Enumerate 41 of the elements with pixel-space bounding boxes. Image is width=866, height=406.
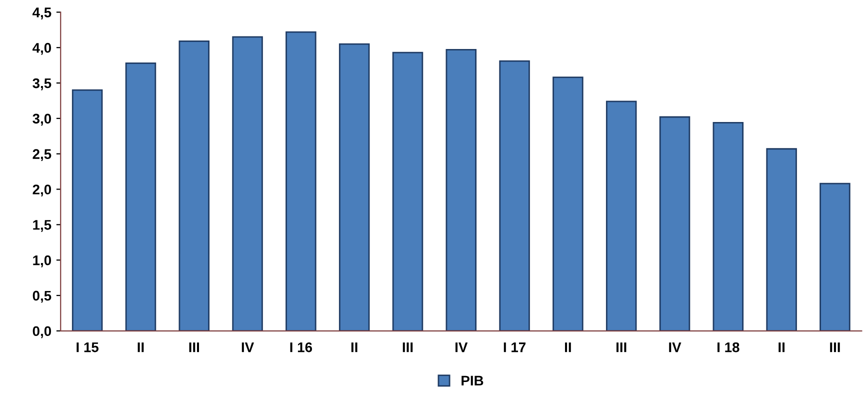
x-tick-label: III <box>402 342 413 352</box>
x-tick-label: I 16 <box>290 342 312 352</box>
bar <box>72 89 103 331</box>
x-tick-label: II <box>778 342 784 352</box>
bar <box>712 122 744 331</box>
x-tick-label: III <box>616 342 626 352</box>
x-tick-label: III <box>189 342 199 352</box>
x-tick-label: I 17 <box>504 342 526 352</box>
x-tick-label: IV <box>242 342 254 352</box>
bar <box>766 148 797 331</box>
bar <box>286 31 316 331</box>
y-tick-label: 0,0 <box>32 326 52 338</box>
bar <box>552 76 584 331</box>
x-tick-label: IV <box>456 342 468 352</box>
x-tick-label: III <box>830 342 840 352</box>
bar <box>446 49 477 331</box>
y-tick-label: 2,5 <box>32 149 52 162</box>
x-tick-label: II <box>351 342 358 352</box>
x-tick-label: I 15 <box>76 342 99 352</box>
bar <box>659 116 690 331</box>
bar <box>178 40 210 331</box>
x-tick-label: II <box>565 342 571 352</box>
y-tick-label: 1,0 <box>33 255 52 268</box>
y-tick-label: 0,5 <box>32 290 52 303</box>
bar <box>338 43 370 331</box>
bar <box>606 100 637 331</box>
y-tick-label: 3,5 <box>32 78 52 90</box>
x-tick-label: IV <box>669 342 682 352</box>
bar <box>125 62 156 331</box>
x-tick-label: I 18 <box>718 342 740 352</box>
bar <box>392 52 424 331</box>
legend-label: PIB <box>462 376 484 386</box>
bar <box>820 182 850 331</box>
y-tick-label: 2,0 <box>32 184 52 196</box>
bar <box>499 60 530 331</box>
y-tick-label: 1,5 <box>33 220 52 232</box>
x-tick-label: II <box>138 342 144 352</box>
y-tick-label: 3,0 <box>32 114 52 126</box>
y-tick-label: 4,0 <box>32 42 52 55</box>
y-tick-label: 4,5 <box>32 8 52 20</box>
bar <box>232 36 263 331</box>
